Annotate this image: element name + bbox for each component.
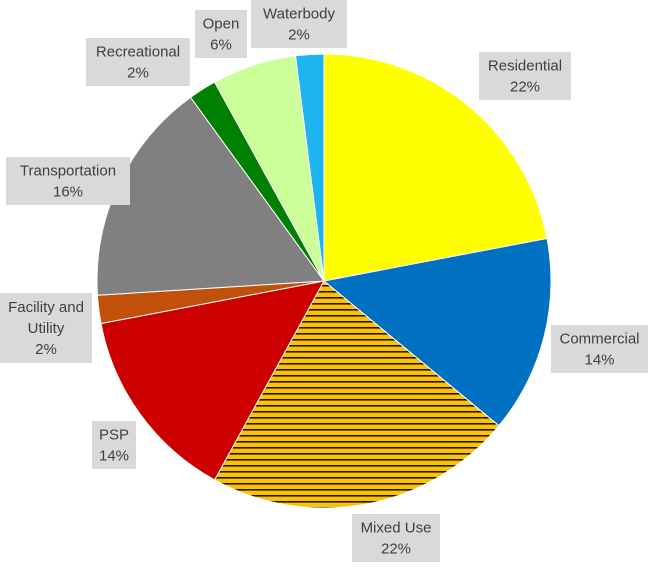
data-label-percent: 6%	[210, 37, 232, 54]
data-label-percent: 14%	[584, 352, 614, 369]
pie-slice-psp	[100, 280, 325, 481]
data-label-commercial: Commercial 14%	[551, 325, 648, 373]
data-label-box	[92, 421, 136, 469]
data-label-psp: PSP 14%	[92, 421, 136, 469]
data-label-open: Open 6%	[195, 10, 247, 58]
data-label-box	[6, 157, 130, 205]
data-label-box	[195, 10, 247, 58]
data-label-percent: 22%	[381, 541, 411, 558]
data-label-percent: 2%	[288, 27, 310, 44]
data-label-box	[352, 514, 440, 562]
data-label-category: Facility and	[8, 299, 84, 316]
data-label-box	[251, 0, 347, 48]
data-label-box	[479, 52, 571, 100]
data-label-category: Open	[203, 16, 240, 33]
data-label-category: Commercial	[559, 331, 639, 348]
data-label-box	[0, 293, 92, 363]
data-label-recreational: Recreational 2%	[86, 38, 190, 86]
data-label-category: Recreational	[96, 44, 180, 61]
data-label-percent: 14%	[99, 448, 129, 465]
data-label-percent: 2%	[35, 341, 57, 358]
data-label-category: Mixed Use	[361, 520, 432, 537]
data-label-box	[551, 325, 648, 373]
data-label-waterbody: Waterbody 2%	[251, 0, 347, 48]
data-label-category: Transportation	[20, 163, 116, 180]
pie-slice-residential	[323, 53, 548, 282]
data-label-mixed-use: Mixed Use 22%	[352, 514, 440, 562]
pie-slice-waterbody	[294, 53, 325, 282]
data-label-category: PSP	[99, 427, 129, 444]
data-label-category: Utility	[28, 320, 65, 337]
data-label-category: Waterbody	[263, 6, 335, 23]
pie-slices	[96, 53, 552, 509]
pie-slice-commercial	[322, 237, 552, 427]
data-label-residential: Residential 22%	[479, 52, 571, 100]
pie-slice-mixed-use	[213, 280, 500, 509]
data-label-category: Residential	[488, 58, 562, 75]
data-label-percent: 22%	[510, 79, 540, 96]
data-label-transportation: Transportation 16%	[6, 157, 130, 205]
data-label-percent: 16%	[53, 184, 83, 201]
data-label-percent: 2%	[127, 65, 149, 82]
data-label-facility-and-utility: Facility and Utility 2%	[0, 293, 92, 363]
data-label-box	[86, 38, 190, 86]
